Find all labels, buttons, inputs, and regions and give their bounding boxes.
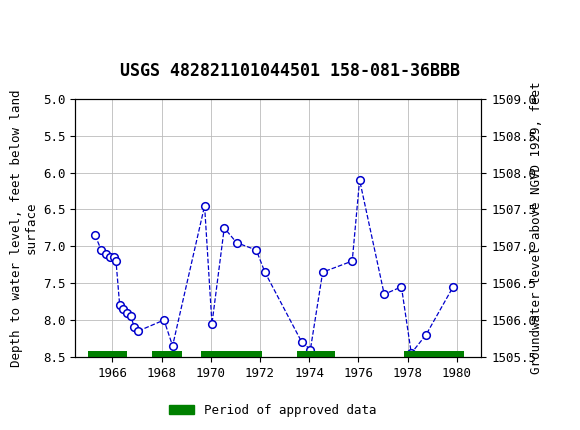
Legend: Period of approved data: Period of approved data (164, 399, 382, 421)
Bar (201, 351, 262, 358)
Bar (404, 351, 464, 358)
Bar (297, 351, 335, 358)
Text: ≡USGS: ≡USGS (9, 12, 79, 31)
Text: USGS 482821101044501 158-081-36BBB: USGS 482821101044501 158-081-36BBB (120, 61, 460, 80)
Bar (152, 351, 183, 358)
Y-axis label: Groundwater level above NGVD 1929, feet: Groundwater level above NGVD 1929, feet (530, 82, 543, 374)
Y-axis label: Depth to water level, feet below land
surface: Depth to water level, feet below land su… (10, 89, 38, 367)
Bar (88, 351, 127, 358)
